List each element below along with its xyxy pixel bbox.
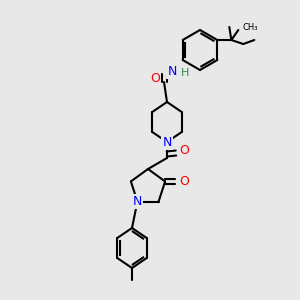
- Text: O: O: [150, 71, 160, 85]
- Text: N: N: [167, 65, 177, 78]
- Text: O: O: [179, 145, 189, 158]
- Text: CH₃: CH₃: [242, 22, 258, 32]
- Text: N: N: [133, 195, 142, 208]
- Text: N: N: [162, 136, 172, 148]
- Text: O: O: [179, 175, 189, 188]
- Text: H: H: [181, 68, 189, 78]
